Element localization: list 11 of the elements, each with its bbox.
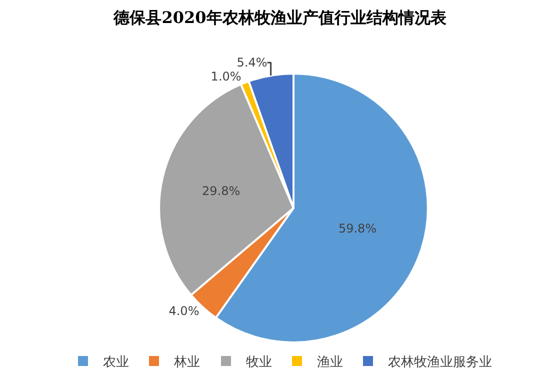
data-label: 5.4%	[236, 56, 268, 70]
legend-label: 农林牧渔业服务业	[388, 355, 492, 370]
legend-label: 林业	[173, 355, 200, 370]
data-label: 29.8%	[202, 184, 240, 198]
legend-label: 农业	[103, 355, 129, 370]
data-label: 4.0%	[168, 304, 200, 318]
legend-label: 渔业	[317, 355, 343, 370]
data-label: 1.0%	[210, 70, 242, 84]
chart-title: 德保县2020年农林牧渔业产值行业结构情况表	[112, 8, 448, 27]
legend-label: 牧业	[246, 355, 272, 370]
data-label: 59.8%	[338, 221, 377, 236]
